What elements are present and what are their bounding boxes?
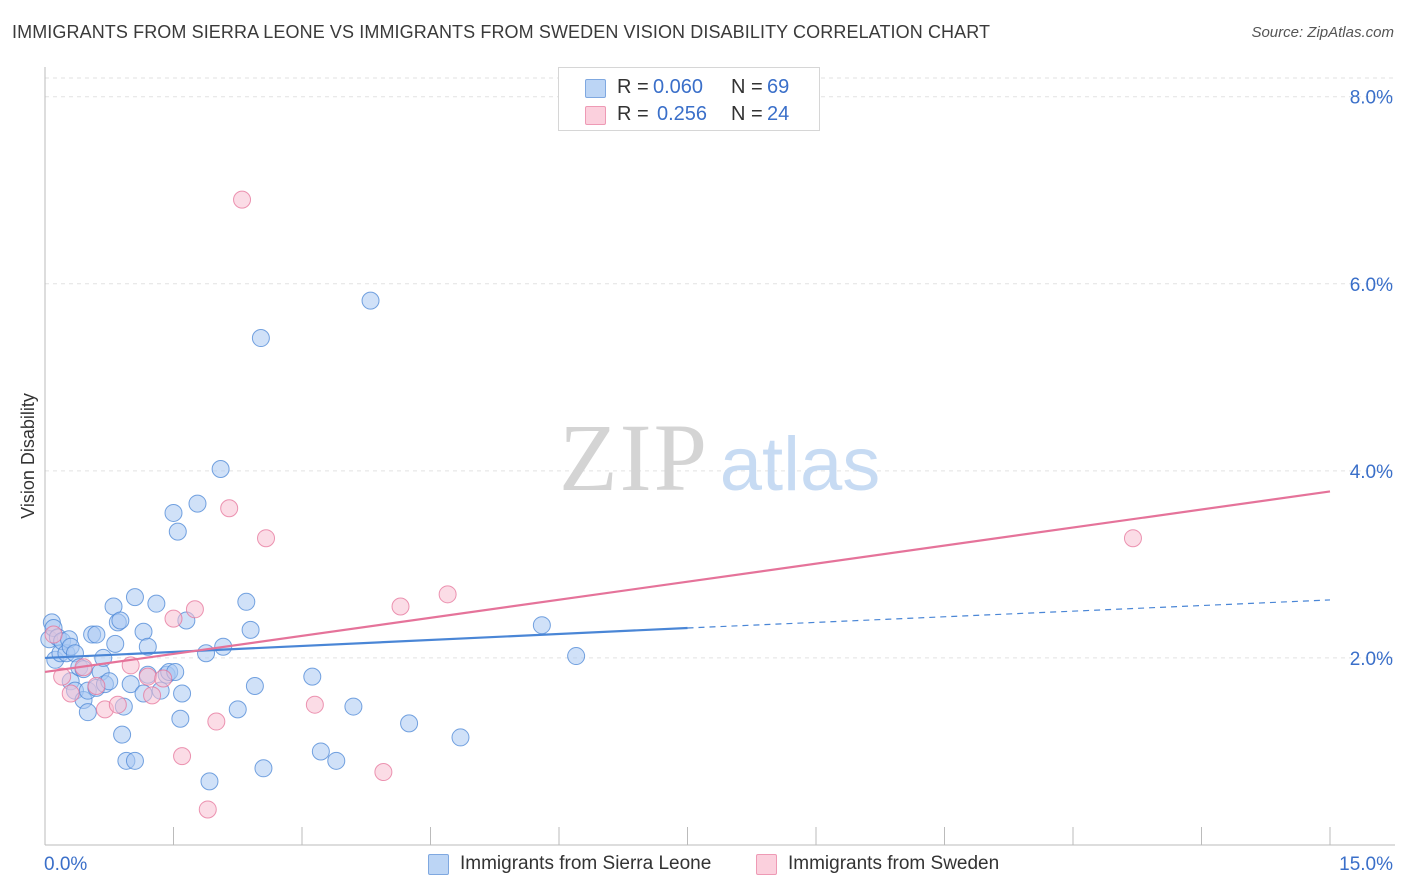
r-label: R = <box>617 76 649 98</box>
point-sierra-leone <box>451 728 470 747</box>
y-tick-label: 4.0% <box>1350 462 1393 483</box>
legend-swatch-sweden <box>756 854 777 875</box>
point-sierra-leone <box>303 667 322 686</box>
trendline-sweden <box>44 490 1331 674</box>
point-sweden <box>438 585 457 604</box>
point-sierra-leone <box>147 594 166 613</box>
point-sierra-leone <box>197 644 216 663</box>
point-sweden <box>143 686 162 705</box>
point-sierra-leone <box>171 709 190 728</box>
point-sweden <box>138 667 157 686</box>
trendline-sierra-leone <box>44 626 688 660</box>
point-sierra-leone <box>173 684 192 703</box>
n-label: N = <box>731 103 763 125</box>
point-sierra-leone <box>237 592 256 611</box>
point-sierra-leone <box>134 622 153 641</box>
stats-legend-row-sweden: R = 0.256 N = 24 <box>559 101 819 129</box>
point-sweden <box>374 763 393 782</box>
point-sierra-leone <box>532 616 551 635</box>
x-tick-label: 15.0% <box>1339 854 1393 875</box>
trendline-sierra-leone-extension <box>687 599 1331 629</box>
point-sierra-leone <box>121 675 140 694</box>
x-tick-label: 0.0% <box>44 854 87 875</box>
point-sweden <box>220 499 239 518</box>
point-sweden <box>173 747 192 766</box>
point-sierra-leone <box>106 634 125 653</box>
trend-lines <box>44 490 1331 674</box>
point-sweden <box>185 600 204 619</box>
point-sierra-leone <box>361 291 380 310</box>
point-sweden <box>154 669 173 688</box>
point-sierra-leone <box>327 751 346 770</box>
point-sweden <box>207 712 226 731</box>
point-sierra-leone <box>228 700 247 719</box>
point-sweden <box>61 684 80 703</box>
point-sierra-leone <box>211 459 230 478</box>
point-sierra-leone <box>168 522 187 541</box>
watermark-zip: ZIP <box>559 404 709 511</box>
axis-labels: 2.0% 4.0% 6.0% 8.0% 0.0% 15.0% Vision Disabili… <box>18 88 1393 875</box>
data-points <box>40 190 1142 819</box>
point-sierra-leone <box>78 703 97 722</box>
legend-swatch-sweden <box>585 106 606 125</box>
point-sierra-leone <box>254 759 273 778</box>
legend-swatch-sierra-leone <box>585 79 606 98</box>
point-sierra-leone <box>567 647 586 666</box>
source-label: Source: ZipAtlas.com <box>1251 24 1394 41</box>
point-sierra-leone <box>245 676 264 695</box>
point-sweden <box>53 667 72 686</box>
legend-label: Immigrants from Sierra Leone <box>460 853 712 874</box>
axes <box>44 67 1395 846</box>
r-label: R = <box>617 103 649 125</box>
point-sierra-leone <box>113 725 132 744</box>
gridlines <box>45 77 1395 659</box>
y-axis-title: Vision Disability <box>18 393 38 519</box>
legend-label: Immigrants from Sweden <box>788 853 1000 874</box>
point-sweden <box>87 676 106 695</box>
r-value: 0.256 <box>657 103 708 125</box>
point-sweden <box>164 609 183 628</box>
point-sweden <box>257 529 276 548</box>
point-sweden <box>233 190 252 209</box>
y-tick-label: 6.0% <box>1350 275 1393 296</box>
point-sierra-leone <box>311 742 330 761</box>
watermark-atlas: atlas <box>720 422 881 507</box>
chart-title: IMMIGRANTS FROM SIERRA LEONE VS IMMIGRAN… <box>12 22 991 42</box>
point-sierra-leone <box>400 714 419 733</box>
y-tick-label: 8.0% <box>1350 88 1393 109</box>
point-sierra-leone <box>200 772 219 791</box>
stats-legend-row-sierra-leone: R = 0.060 N = 69 <box>559 74 819 102</box>
point-sierra-leone <box>251 329 270 348</box>
legend-swatch-sierra-leone <box>428 854 449 875</box>
n-value: 24 <box>767 103 790 125</box>
stats-legend: R = 0.060 N = 69 R = 0.256 N = 24 <box>558 67 820 131</box>
point-sweden <box>1123 529 1142 548</box>
r-value: 0.060 <box>653 76 704 98</box>
point-sierra-leone <box>125 588 144 607</box>
n-label: N = <box>731 76 763 98</box>
point-sierra-leone <box>87 625 106 644</box>
point-sweden <box>44 625 63 644</box>
point-sweden <box>108 695 127 714</box>
series-legend: Immigrants from Sierra Leone Immigrants … <box>0 852 1406 878</box>
point-sierra-leone <box>344 697 363 716</box>
point-sierra-leone <box>164 503 183 522</box>
point-sierra-leone <box>111 611 130 630</box>
point-sweden <box>391 597 410 616</box>
point-sierra-leone <box>138 637 157 656</box>
y-tick-label: 2.0% <box>1350 649 1393 670</box>
point-sierra-leone <box>241 620 260 639</box>
point-sweden <box>198 800 217 819</box>
n-value: 69 <box>767 76 790 98</box>
point-sierra-leone <box>125 751 144 770</box>
point-sweden <box>305 695 324 714</box>
point-sierra-leone <box>188 494 207 513</box>
